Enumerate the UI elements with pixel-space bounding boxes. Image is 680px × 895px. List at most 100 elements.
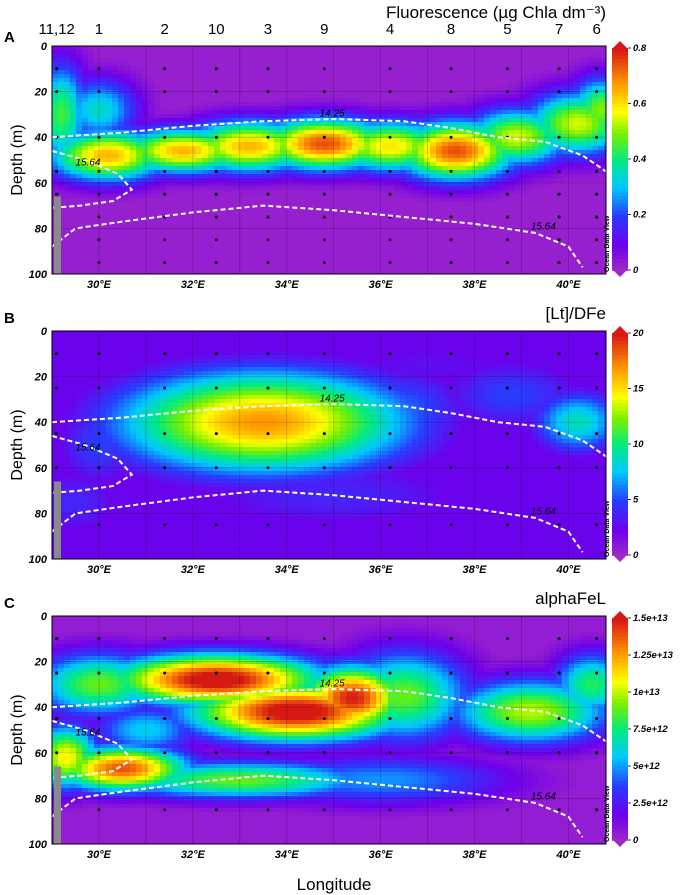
sample-dot <box>557 90 561 94</box>
sample-dot <box>557 751 561 755</box>
panel-title: alphaFeL <box>535 589 606 608</box>
sample-dot <box>505 523 509 527</box>
y-axis-label: Depth (m) <box>9 694 26 765</box>
panel-letter: C <box>4 595 15 612</box>
plot-frame <box>51 45 607 275</box>
sample-dot <box>595 90 599 94</box>
sample-dot <box>557 523 561 527</box>
sample-dot <box>97 466 101 470</box>
panel-title: [Lt]/DFe <box>546 304 606 323</box>
x-tick-label: 32°E <box>181 849 206 861</box>
colorbar-tick-label: 1.25e+13 <box>633 650 674 661</box>
sample-dot <box>266 67 270 71</box>
sample-dot <box>214 261 218 265</box>
sample-dot <box>449 238 453 242</box>
sample-dot <box>388 466 392 470</box>
colorbar-tick-label: 1.5e+13 <box>633 613 668 624</box>
sample-dot <box>505 432 509 436</box>
sample-dot <box>557 466 561 470</box>
y-tick-label: 60 <box>35 178 48 190</box>
colorbar-tick-label: 0 <box>633 265 639 276</box>
colorbar-tick-label: 0.2 <box>633 210 647 221</box>
isopycnal-contour <box>52 434 134 494</box>
sample-dot <box>557 717 561 721</box>
sample-dot <box>595 717 599 721</box>
sample-dot <box>322 169 326 173</box>
sample-dot <box>388 751 392 755</box>
heatmap-field <box>52 46 606 274</box>
sample-dot <box>266 192 270 196</box>
sample-dot <box>55 432 59 436</box>
colorbar-tick-label: 1e+13 <box>633 687 660 698</box>
bathymetry-patch <box>54 766 61 844</box>
y-tick-label: 40 <box>34 702 48 714</box>
colorbar-tick-label: 5e+12 <box>633 761 660 772</box>
sample-dot <box>388 386 392 390</box>
sample-dot <box>163 466 167 470</box>
sample-points <box>55 352 599 527</box>
sample-dot <box>449 261 453 265</box>
sample-dot <box>449 466 453 470</box>
station-label: 7 <box>555 21 563 38</box>
sample-dot <box>595 215 599 219</box>
x-tick-label: 36°E <box>369 849 394 861</box>
sample-dot <box>388 192 392 196</box>
sample-dot <box>163 432 167 436</box>
panel-title: Fluorescence (µg Chla dm⁻³) <box>386 3 606 22</box>
sample-dot <box>505 751 509 755</box>
x-tick-label: 40°E <box>555 279 581 291</box>
sample-dot <box>266 215 270 219</box>
sample-dot <box>505 90 509 94</box>
sample-dot <box>55 90 59 94</box>
sample-dot <box>505 215 509 219</box>
sample-dot <box>388 808 392 812</box>
sample-dot <box>449 637 453 641</box>
sample-dot <box>388 135 392 139</box>
sample-dot <box>557 135 561 139</box>
sample-dot <box>388 671 392 675</box>
sample-dot <box>97 215 101 219</box>
sample-dot <box>322 90 326 94</box>
colorbar-tick-label: 0 <box>633 550 639 561</box>
sample-dot <box>557 808 561 812</box>
sample-dot <box>214 135 218 139</box>
sample-dot <box>55 67 59 71</box>
contour-label: 15.64 <box>75 442 100 453</box>
sample-dot <box>214 808 218 812</box>
sample-dot <box>505 352 509 356</box>
y-tick-label: 20 <box>34 87 48 99</box>
x-tick-label: 38°E <box>463 564 488 576</box>
sample-dot <box>214 238 218 242</box>
sample-dot <box>97 637 101 641</box>
y-tick-label: 40 <box>34 417 48 429</box>
sample-dot <box>322 238 326 242</box>
sample-dot <box>505 67 509 71</box>
sample-dot <box>163 238 167 242</box>
sample-dot <box>449 352 453 356</box>
sample-dot <box>388 717 392 721</box>
x-axis-label: Longitude <box>297 875 372 894</box>
contour-label: 15.64 <box>531 791 556 802</box>
sample-dot <box>388 67 392 71</box>
x-tick-label: 32°E <box>181 564 206 576</box>
sample-dot <box>214 90 218 94</box>
x-tick-label: 40°E <box>555 849 581 861</box>
sample-dot <box>449 192 453 196</box>
sample-dot <box>322 386 326 390</box>
sample-dot <box>163 261 167 265</box>
sample-dot <box>322 466 326 470</box>
sample-dot <box>266 169 270 173</box>
sample-dot <box>322 523 326 527</box>
sample-dot <box>388 90 392 94</box>
colorbar-tick-label: 0 <box>633 835 639 846</box>
y-tick-label: 100 <box>29 269 48 281</box>
colorbar-tick-label: 2.5e+12 <box>632 798 668 809</box>
colorbar-tick-label: 0.8 <box>633 43 647 54</box>
y-tick-label: 20 <box>34 657 48 669</box>
sample-dot <box>55 192 59 196</box>
sample-dot <box>266 466 270 470</box>
sample-dot <box>505 637 509 641</box>
sample-dot <box>322 751 326 755</box>
